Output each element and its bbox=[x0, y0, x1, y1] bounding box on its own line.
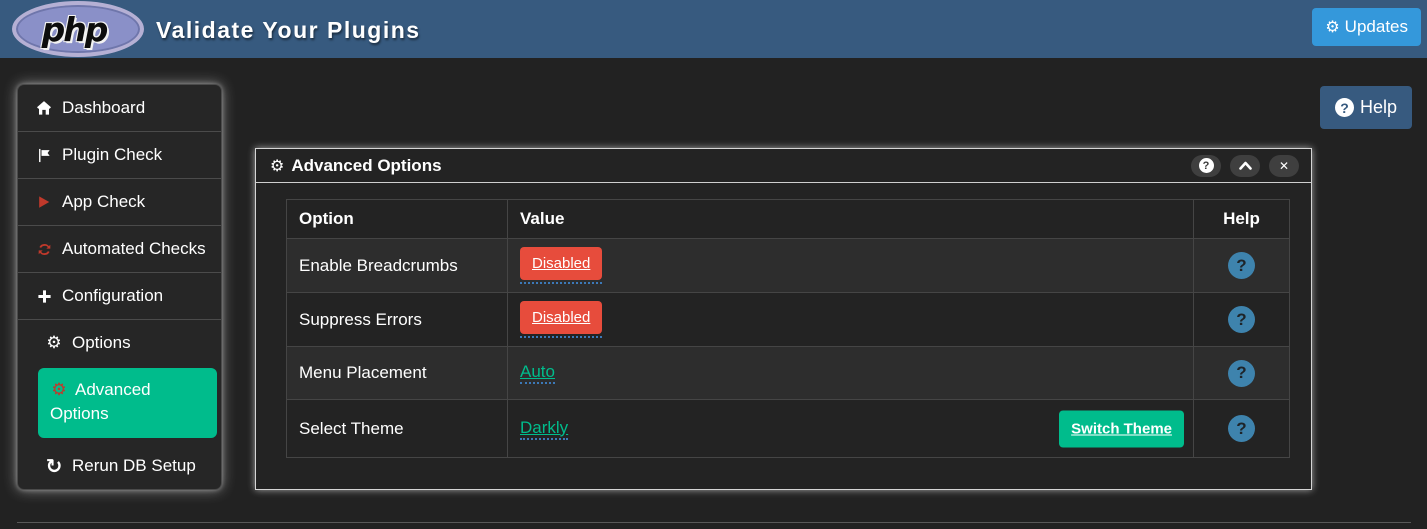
help-button-label: Help bbox=[1359, 97, 1397, 117]
panel-close-button[interactable]: ✕ bbox=[1269, 154, 1299, 177]
sidebar-item-app-check[interactable]: App Check bbox=[18, 179, 221, 226]
sidebar-item-label: Options bbox=[72, 333, 131, 352]
sidebar-item-plugin-check[interactable]: Plugin Check bbox=[18, 132, 221, 179]
tooltip-underline: Disabled bbox=[520, 301, 603, 338]
option-value-cell: Auto bbox=[507, 346, 1194, 400]
help-cell: ? bbox=[1193, 238, 1290, 293]
flag-icon bbox=[35, 148, 53, 163]
sync-icon bbox=[35, 242, 53, 257]
column-header-option: Option bbox=[286, 199, 508, 239]
footer-divider bbox=[17, 522, 1411, 523]
panel-title: Advanced Options bbox=[291, 155, 442, 175]
question-circle-icon: ? bbox=[1198, 158, 1214, 173]
question-circle-icon[interactable]: ? bbox=[1228, 252, 1255, 279]
help-cell: ? bbox=[1193, 399, 1290, 458]
sidebar-item-label: Dashboard bbox=[62, 98, 146, 117]
tooltip-underline: Auto bbox=[520, 363, 555, 384]
tooltip-underline: Darkly bbox=[520, 417, 569, 440]
chevron-up-icon bbox=[1238, 161, 1252, 170]
panel-collapse-button[interactable] bbox=[1230, 154, 1260, 177]
panel-help-button[interactable]: ? bbox=[1191, 154, 1221, 177]
updates-button-label: Updates bbox=[1344, 17, 1408, 36]
question-circle-icon[interactable]: ? bbox=[1228, 359, 1255, 387]
play-icon bbox=[35, 195, 53, 209]
close-icon: ✕ bbox=[1278, 158, 1290, 173]
table-row: Menu Placement Auto? bbox=[286, 346, 1290, 400]
column-header-value: Value bbox=[507, 199, 1194, 239]
panel-header: ⚙ Advanced Options ? ✕ bbox=[256, 149, 1311, 183]
option-name-cell: Select Theme bbox=[286, 399, 508, 458]
option-value-cell: Darkly Switch Theme bbox=[507, 399, 1194, 458]
updates-button[interactable]: ⚙ Updates bbox=[1312, 8, 1421, 46]
help-cell: ? bbox=[1193, 346, 1290, 400]
option-value-cell: Disabled bbox=[507, 292, 1194, 347]
sidebar-item-advanced-options[interactable]: ⚙ Advanced Options bbox=[38, 368, 217, 438]
table-row: Select Theme Darkly Switch Theme? bbox=[286, 399, 1290, 458]
tooltip-underline: Disabled bbox=[520, 247, 603, 284]
question-circle-icon[interactable]: ? bbox=[1228, 306, 1255, 333]
option-value-cell: Disabled bbox=[507, 238, 1194, 293]
sidebar-item-configuration[interactable]: Configuration bbox=[18, 273, 221, 320]
switch-theme-button[interactable]: Switch Theme bbox=[1059, 410, 1184, 447]
home-icon bbox=[35, 100, 53, 116]
gear-icon: ⚙ bbox=[270, 155, 285, 175]
options-table: Option Value Help Enable Breadcrumbs Disa… bbox=[286, 199, 1290, 458]
select-theme-value-link[interactable]: Darkly bbox=[520, 417, 569, 437]
sidebar-item-label: App Check bbox=[62, 192, 146, 211]
panel-controls: ? ✕ bbox=[1191, 154, 1299, 177]
sidebar-item-label: Rerun DB Setup bbox=[72, 455, 196, 475]
enable-breadcrumbs-toggle-button[interactable]: Disabled bbox=[520, 247, 603, 280]
sidebar-item-label: Advanced Options bbox=[50, 380, 151, 423]
question-circle-icon[interactable]: ? bbox=[1228, 415, 1255, 442]
php-logo: php bbox=[12, 1, 144, 57]
gear-icon: ⚙ bbox=[51, 380, 67, 400]
php-logo-text: php bbox=[41, 9, 109, 49]
sidebar-item-dashboard[interactable]: Dashboard bbox=[18, 85, 221, 132]
advanced-options-panel: ⚙ Advanced Options ? ✕ Option Value Help… bbox=[255, 148, 1312, 490]
suppress-errors-toggle-button[interactable]: Disabled bbox=[520, 301, 603, 334]
sidebar-item-options[interactable]: ⚙ Options bbox=[18, 320, 221, 366]
option-name-cell: Menu Placement bbox=[286, 346, 508, 400]
sidebar: Dashboard Plugin Check App Check Automated … bbox=[17, 84, 222, 490]
redo-icon: ↻ bbox=[45, 453, 63, 478]
option-name-cell: Enable Breadcrumbs bbox=[286, 238, 508, 293]
top-navbar: php Validate Your Plugins ⚙ Updates bbox=[0, 0, 1427, 58]
table-header-row: Option Value Help bbox=[286, 199, 1290, 239]
sidebar-item-label: Configuration bbox=[62, 286, 164, 305]
table-row: Enable Breadcrumbs Disabled? bbox=[286, 238, 1290, 293]
help-button[interactable]: ? Help bbox=[1319, 86, 1412, 129]
column-header-help: Help bbox=[1193, 199, 1290, 239]
option-name-cell: Suppress Errors bbox=[286, 292, 508, 347]
sidebar-item-rerun-db-setup[interactable]: ↻ Rerun DB Setup bbox=[18, 443, 221, 489]
page-title: Validate Your Plugins bbox=[156, 17, 421, 43]
help-cell: ? bbox=[1193, 292, 1290, 347]
table-row: Suppress Errors Disabled? bbox=[286, 292, 1290, 347]
gear-icon: ⚙ bbox=[46, 332, 62, 353]
menu-placement-value-link[interactable]: Auto bbox=[520, 362, 555, 381]
plus-icon bbox=[35, 289, 53, 304]
sidebar-item-automated-checks[interactable]: Automated Checks bbox=[18, 226, 221, 273]
question-circle-icon: ? bbox=[1334, 98, 1354, 117]
sidebar-item-label: Plugin Check bbox=[62, 145, 163, 164]
sidebar-item-label: Automated Checks bbox=[62, 239, 206, 258]
gear-icon: ⚙ bbox=[1325, 17, 1340, 36]
